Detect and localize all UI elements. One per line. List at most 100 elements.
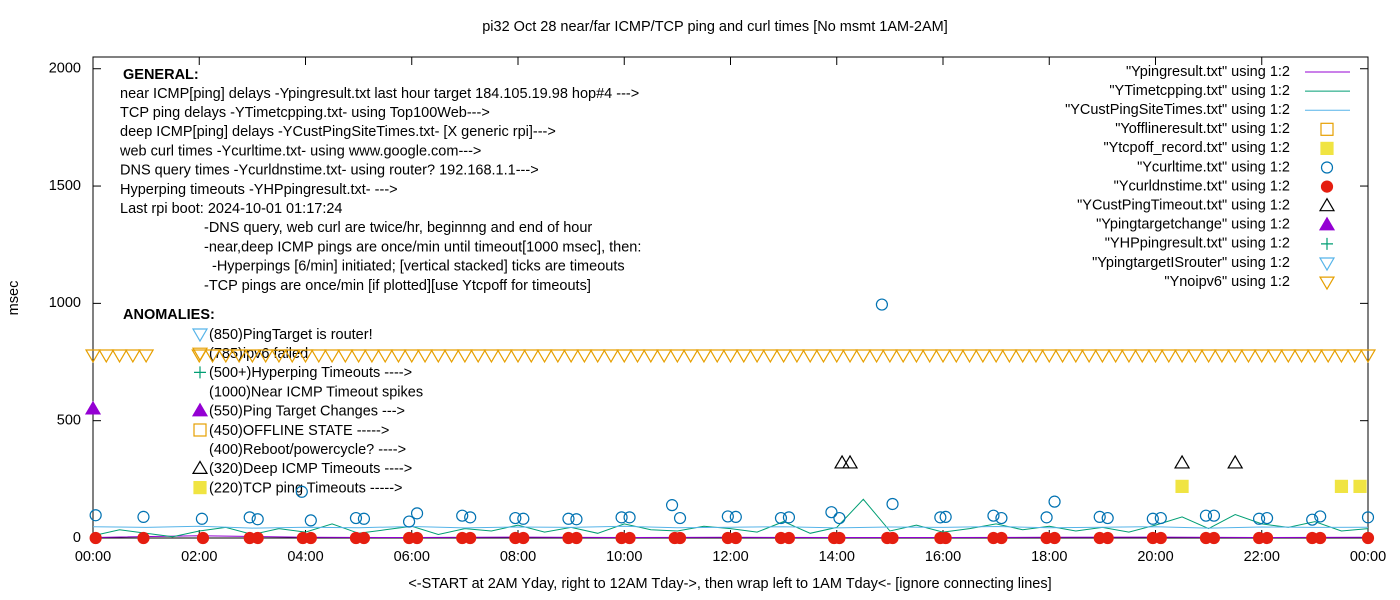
marker <box>995 531 1008 545</box>
marker <box>430 349 447 364</box>
annotation-text: DNS query times -Ycurldnstime.txt- using… <box>120 163 539 179</box>
marker <box>270 349 287 364</box>
marker <box>1107 349 1124 364</box>
marker <box>841 454 859 469</box>
marker <box>195 512 209 525</box>
marker <box>1014 349 1031 364</box>
marker <box>191 328 209 343</box>
marker <box>895 349 912 364</box>
marker <box>363 349 380 364</box>
annotation-text: (550)Ping Target Changes ---> <box>209 404 405 420</box>
marker <box>416 349 434 364</box>
marker <box>721 510 734 523</box>
marker <box>111 349 128 364</box>
marker <box>1227 349 1244 364</box>
marker <box>1321 237 1333 250</box>
x-tick-label: 18:00 <box>1031 549 1067 565</box>
marker <box>295 485 308 498</box>
marker <box>988 349 1005 364</box>
y-axis-label: msec <box>6 281 22 316</box>
annotation-text: -TCP pings are once/min [if plotted][use… <box>204 278 591 294</box>
marker <box>509 349 527 364</box>
legend-label: "YTimetcpping.txt" using 1:2 <box>1109 83 1290 99</box>
marker <box>782 531 796 545</box>
data-line <box>92 525 1369 529</box>
marker <box>1199 509 1213 522</box>
legend-label: "YCustPingTimeout.txt" using 1:2 <box>1077 198 1290 214</box>
legend-label: "YHPpingresult.txt" using 1:2 <box>1105 236 1290 252</box>
marker <box>1314 510 1327 523</box>
marker <box>762 349 779 364</box>
marker <box>191 460 209 474</box>
marker <box>616 349 633 364</box>
marker <box>825 506 838 519</box>
marker <box>1200 349 1217 364</box>
marker <box>523 349 540 364</box>
marker <box>1093 510 1106 523</box>
y-tick-label: 0 <box>73 530 81 546</box>
marker <box>304 531 317 545</box>
marker <box>1207 509 1221 522</box>
marker <box>1154 531 1167 545</box>
marker <box>1318 197 1336 212</box>
marker <box>934 511 947 524</box>
legend-label: "Ytcpoff_record.txt" using 1:2 <box>1103 140 1290 156</box>
marker <box>443 349 460 364</box>
marker <box>934 349 952 364</box>
marker <box>1027 349 1045 364</box>
marker <box>1160 349 1177 364</box>
marker <box>1213 349 1230 364</box>
marker <box>84 349 102 364</box>
marker <box>251 531 264 545</box>
marker <box>886 497 899 511</box>
x-tick-label: 02:00 <box>181 549 217 565</box>
marker <box>244 349 261 364</box>
marker <box>828 349 845 364</box>
x-tick-label: 00:00 <box>1350 549 1386 565</box>
marker <box>84 400 102 415</box>
y-tick-label: 1500 <box>49 178 81 194</box>
annotation-text: web curl times -Ycurltime.txt- using www… <box>119 143 481 159</box>
marker <box>89 509 102 522</box>
marker <box>939 510 952 523</box>
marker <box>1306 349 1323 364</box>
legend-label: "Yofflineresult.txt" using 1:2 <box>1115 121 1290 137</box>
marker <box>1346 349 1363 364</box>
marker <box>1048 531 1061 545</box>
marker <box>875 298 889 311</box>
marker <box>868 349 885 364</box>
legend-label: "YpingtargetISrouter" using 1:2 <box>1092 255 1290 271</box>
marker <box>196 531 210 545</box>
x-axis-label: <-START at 2AM Yday, right to 12AM Tday-… <box>408 576 1051 592</box>
marker <box>297 349 314 364</box>
x-tick-label: 20:00 <box>1137 549 1173 565</box>
marker <box>1101 511 1114 525</box>
marker <box>623 511 636 524</box>
marker <box>669 349 686 364</box>
marker <box>1041 349 1058 364</box>
marker <box>774 511 788 525</box>
legend-label: "YCustPingSiteTimes.txt" using 1:2 <box>1065 102 1290 118</box>
marker <box>833 531 846 545</box>
x-tick-label: 00:00 <box>75 549 111 565</box>
annotation-text: (1000)Near ICMP Timeout spikes <box>209 384 423 400</box>
marker <box>834 454 851 469</box>
marker <box>1040 511 1053 524</box>
marker <box>1001 349 1018 364</box>
annotation-text: (400)Reboot/powercycle? ----> <box>209 442 406 458</box>
marker <box>1280 349 1297 364</box>
marker <box>193 481 207 495</box>
marker <box>377 349 394 364</box>
marker <box>841 349 859 364</box>
marker <box>1207 531 1221 545</box>
annotation-text: (450)OFFLINE STATE -----> <box>209 423 389 439</box>
marker <box>1252 512 1266 525</box>
marker <box>1175 479 1189 493</box>
y-tick-label: 2000 <box>49 61 81 77</box>
marker <box>98 349 115 364</box>
marker <box>1318 257 1336 272</box>
marker <box>137 531 150 545</box>
marker <box>908 349 925 364</box>
marker <box>1320 180 1334 193</box>
